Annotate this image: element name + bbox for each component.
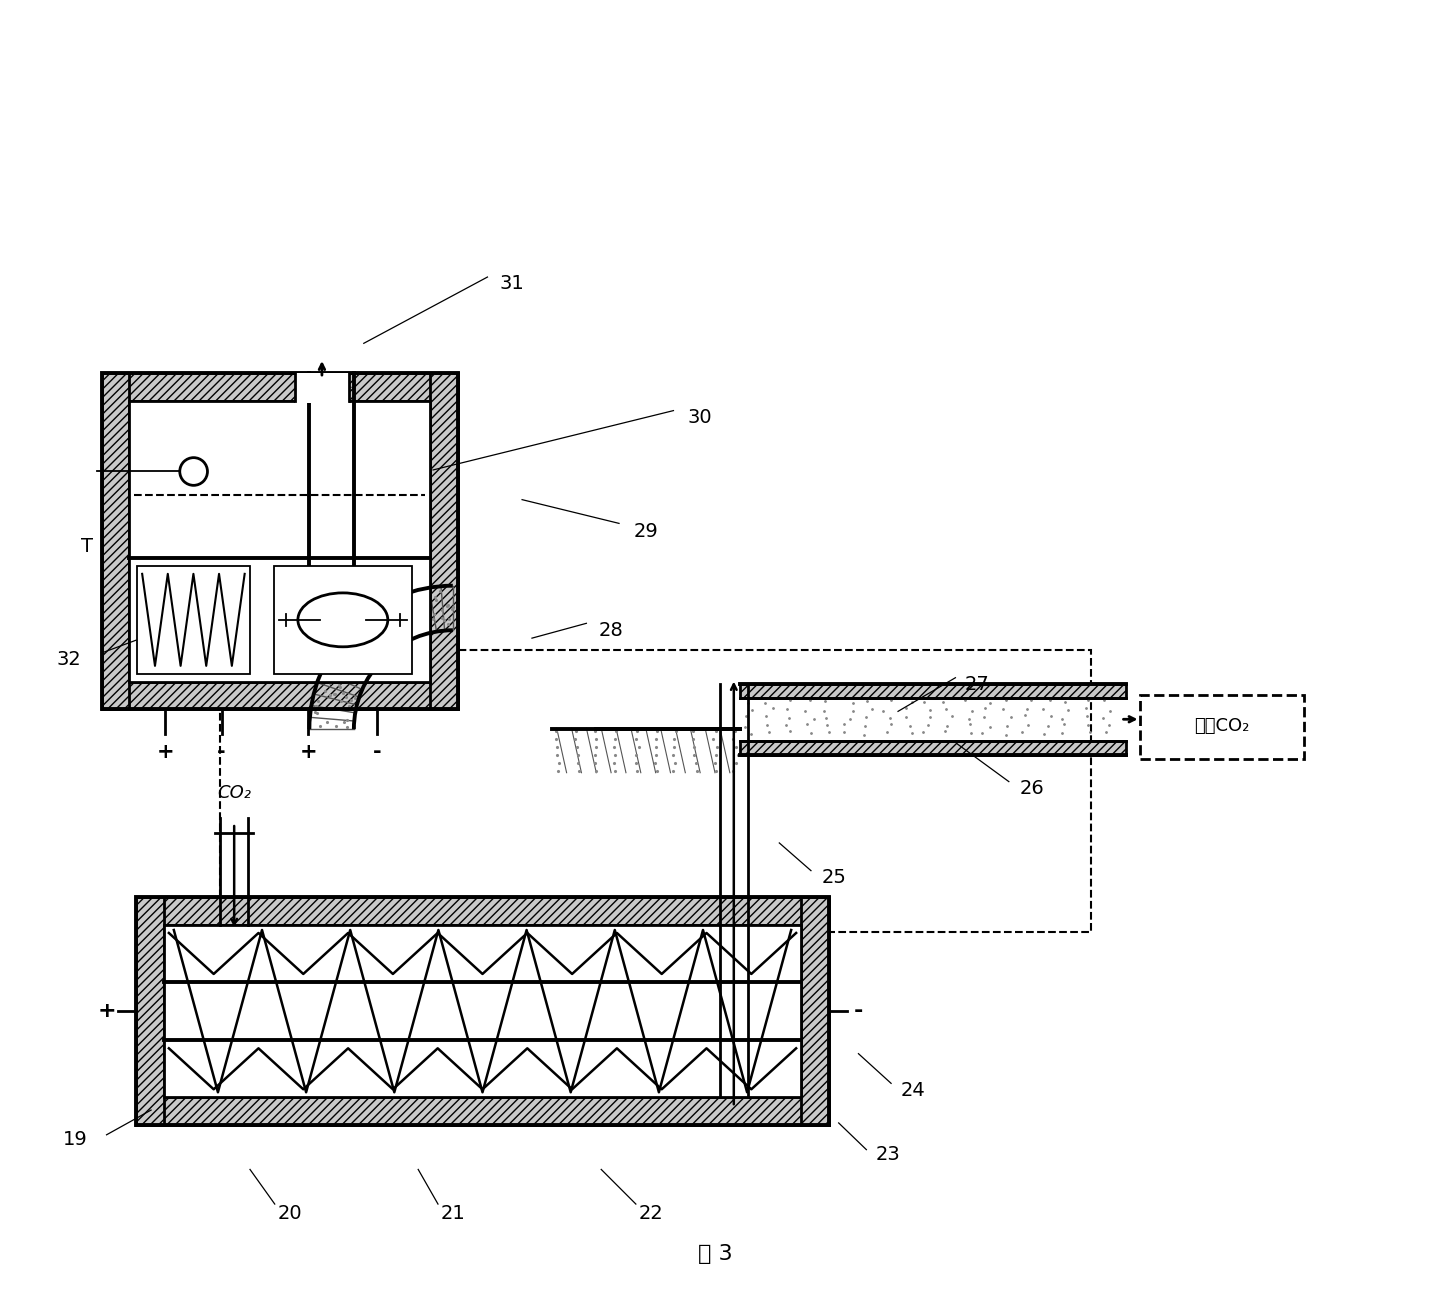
Text: 30: 30 bbox=[688, 408, 712, 426]
Bar bbox=[102, 682, 458, 709]
Bar bbox=[1140, 695, 1304, 759]
Text: 31: 31 bbox=[500, 274, 525, 293]
Bar bbox=[102, 373, 129, 709]
Bar bbox=[136, 897, 829, 1125]
Text: CO₂: CO₂ bbox=[217, 785, 252, 802]
Text: 25: 25 bbox=[821, 868, 847, 887]
Bar bbox=[739, 741, 1125, 755]
Text: 29: 29 bbox=[633, 522, 658, 541]
Text: 27: 27 bbox=[965, 675, 990, 694]
Text: 23: 23 bbox=[875, 1145, 901, 1164]
Bar bbox=[136, 897, 829, 925]
Polygon shape bbox=[309, 585, 453, 729]
Text: -: - bbox=[854, 1001, 864, 1021]
Bar bbox=[220, 649, 1091, 932]
Bar bbox=[739, 683, 1125, 698]
Bar bbox=[102, 373, 458, 709]
Bar bbox=[801, 897, 829, 1125]
Bar bbox=[136, 1097, 829, 1125]
Text: +: + bbox=[97, 1001, 116, 1021]
Text: -: - bbox=[217, 742, 226, 762]
Bar bbox=[295, 373, 349, 403]
Text: T: T bbox=[80, 537, 93, 556]
Bar bbox=[136, 897, 164, 1125]
Text: 图 3: 图 3 bbox=[698, 1244, 732, 1264]
Text: 19: 19 bbox=[63, 1131, 87, 1149]
Text: 22: 22 bbox=[638, 1205, 664, 1223]
Text: -: - bbox=[373, 742, 382, 762]
Text: 热湿CO₂: 热湿CO₂ bbox=[1194, 717, 1250, 735]
Bar bbox=[129, 400, 430, 682]
Ellipse shape bbox=[297, 593, 388, 647]
Bar bbox=[273, 566, 412, 674]
Text: 32: 32 bbox=[57, 651, 82, 669]
Text: 20: 20 bbox=[277, 1205, 302, 1223]
Text: 21: 21 bbox=[440, 1205, 465, 1223]
Text: 26: 26 bbox=[1020, 778, 1044, 798]
Text: 28: 28 bbox=[599, 621, 623, 640]
Bar bbox=[102, 373, 458, 400]
Text: +: + bbox=[156, 742, 174, 762]
Bar bbox=[137, 566, 250, 674]
Text: +: + bbox=[299, 742, 317, 762]
Bar bbox=[164, 925, 801, 1097]
Text: 24: 24 bbox=[901, 1081, 925, 1099]
Bar bbox=[430, 373, 458, 709]
